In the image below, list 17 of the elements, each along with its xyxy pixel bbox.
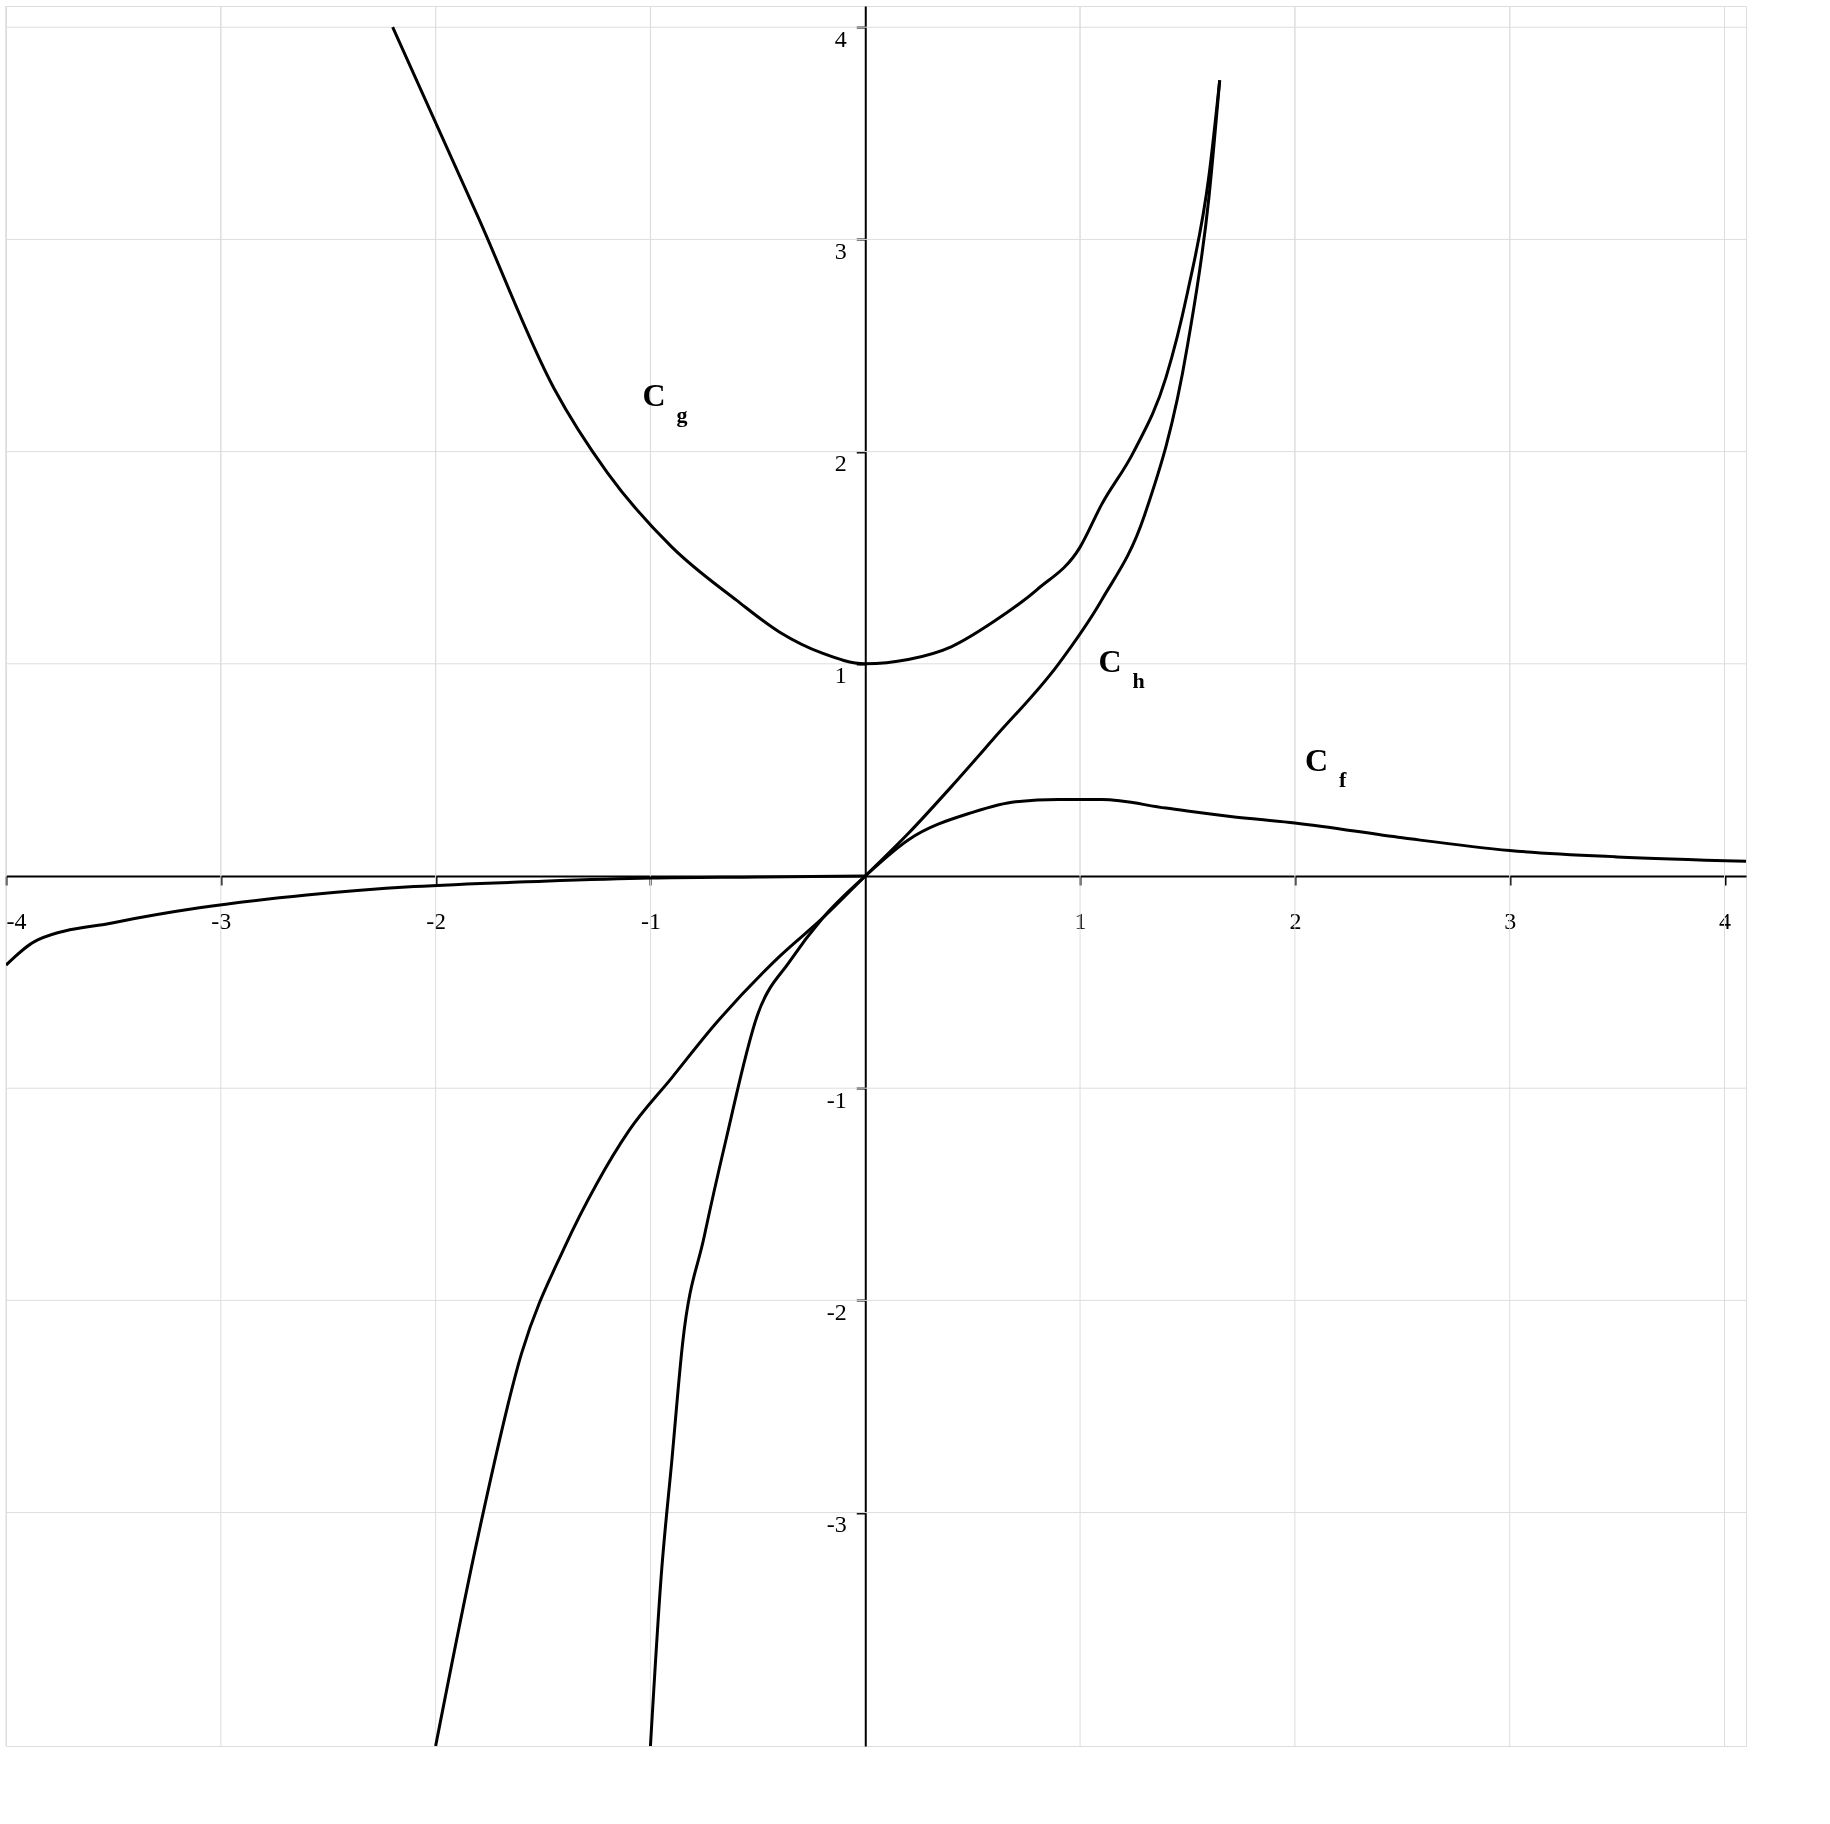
y-tick-label: 4 xyxy=(834,25,847,52)
x-tick-label: 2 xyxy=(1289,907,1302,934)
y-tick-label: -1 xyxy=(826,1086,847,1113)
x-tick-label: -1 xyxy=(640,907,661,934)
x-tick-label: -4 xyxy=(6,907,27,934)
y-tick-label: -2 xyxy=(826,1298,847,1325)
x-tick-label: -2 xyxy=(426,907,447,934)
series-label: Cg xyxy=(642,376,688,427)
x-tick-label: -3 xyxy=(211,907,232,934)
series-label: Cf xyxy=(1304,741,1347,792)
y-tick-label: 1 xyxy=(834,662,847,689)
x-tick-label: 1 xyxy=(1074,907,1087,934)
y-tick-label: 2 xyxy=(834,450,847,477)
y-tick-label: 3 xyxy=(834,237,847,264)
y-tick-label: -3 xyxy=(826,1511,847,1538)
x-tick-label: 3 xyxy=(1504,907,1517,934)
series-label: Ch xyxy=(1098,642,1145,693)
